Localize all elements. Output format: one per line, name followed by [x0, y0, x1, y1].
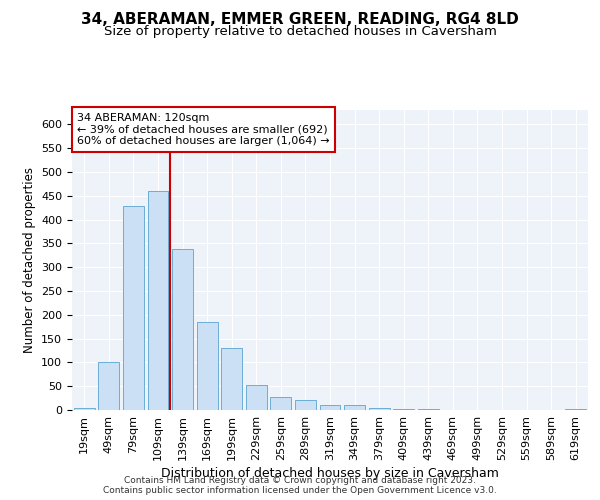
X-axis label: Distribution of detached houses by size in Caversham: Distribution of detached houses by size …	[161, 467, 499, 480]
Bar	[98, 362, 119, 410]
Bar	[565, 409, 586, 410]
Bar	[74, 408, 95, 410]
Text: 34 ABERAMAN: 120sqm
← 39% of detached houses are smaller (692)
60% of detached h: 34 ABERAMAN: 120sqm ← 39% of detached ho…	[77, 113, 330, 146]
Text: Contains HM Land Registry data © Crown copyright and database right 2023.
Contai: Contains HM Land Registry data © Crown c…	[103, 476, 497, 495]
Bar	[148, 191, 169, 410]
Bar	[197, 322, 218, 410]
Bar	[123, 206, 144, 410]
Bar	[246, 385, 267, 410]
Bar	[418, 409, 439, 410]
Bar	[393, 408, 414, 410]
Bar	[221, 348, 242, 410]
Text: Size of property relative to detached houses in Caversham: Size of property relative to detached ho…	[104, 25, 496, 38]
Bar	[295, 400, 316, 410]
Y-axis label: Number of detached properties: Number of detached properties	[23, 167, 35, 353]
Text: 34, ABERAMAN, EMMER GREEN, READING, RG4 8LD: 34, ABERAMAN, EMMER GREEN, READING, RG4 …	[81, 12, 519, 28]
Bar	[368, 408, 389, 410]
Bar	[344, 405, 365, 410]
Bar	[172, 249, 193, 410]
Bar	[320, 405, 340, 410]
Bar	[271, 396, 292, 410]
